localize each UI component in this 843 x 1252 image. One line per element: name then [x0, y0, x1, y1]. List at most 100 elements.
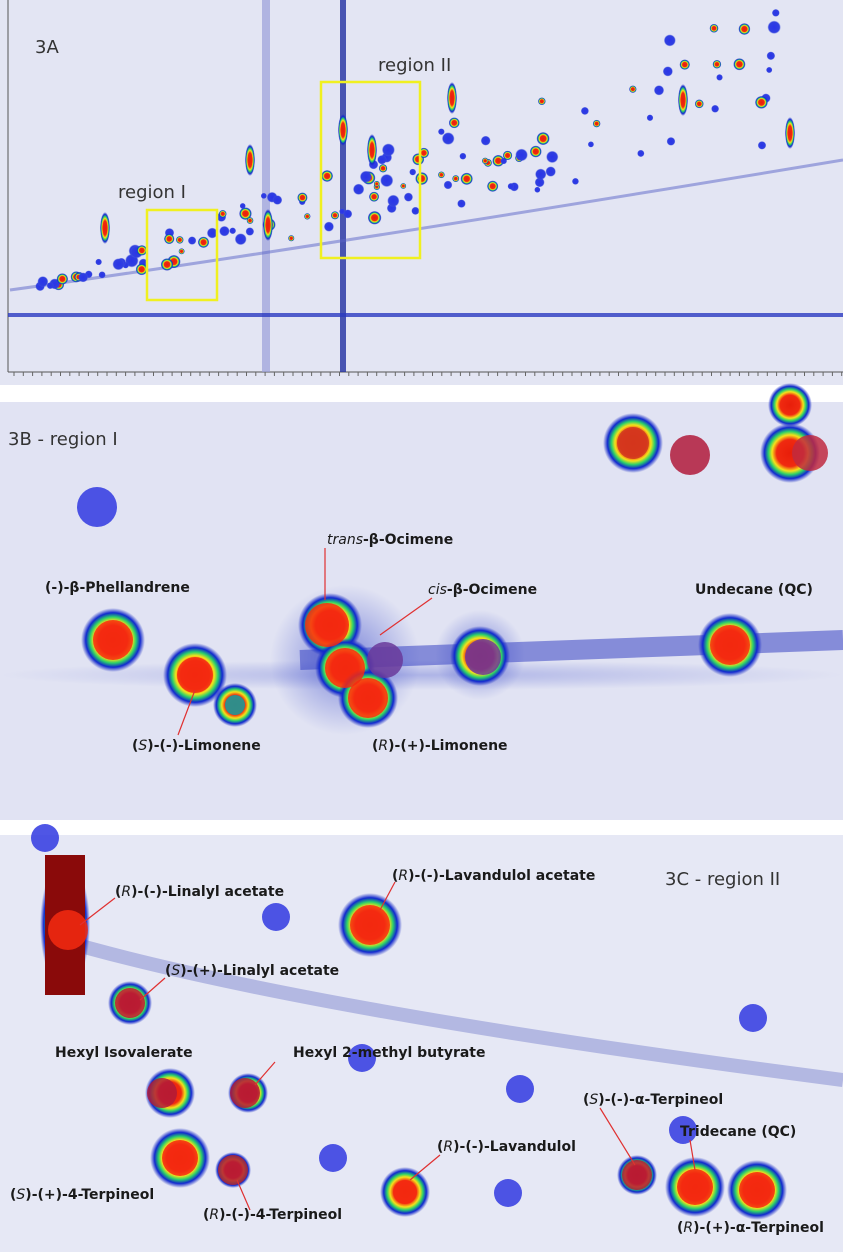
spot: [93, 620, 133, 660]
spot: [457, 199, 466, 208]
spot: [654, 85, 664, 95]
baseline: [8, 313, 843, 317]
spot: [240, 203, 246, 209]
compound-label: trans-β-Ocimene: [327, 532, 453, 548]
spot: [331, 211, 339, 219]
spot: [137, 245, 148, 256]
spot: [115, 988, 145, 1018]
label-part: )-(-)-4-Terpineol: [219, 1207, 342, 1223]
spot: [235, 233, 247, 245]
spot: [57, 273, 69, 285]
spot: [758, 141, 767, 150]
spot: [546, 151, 558, 163]
compound-label: Hexyl Isovalerate: [55, 1045, 193, 1061]
spot: [767, 51, 776, 60]
compound-label: (R)-(-)-4-Terpineol: [203, 1207, 342, 1223]
spot: [711, 105, 719, 113]
spot: [367, 134, 377, 166]
spot: [482, 157, 489, 164]
spot: [261, 193, 267, 199]
spot: [738, 23, 750, 35]
compound-label: (S)-(-)-α-Terpineol: [583, 1092, 723, 1108]
label-part: (-)-β-Phellandrene: [45, 580, 190, 596]
spot: [161, 258, 174, 271]
spot: [677, 1169, 713, 1205]
spot: [219, 226, 230, 237]
spot: [48, 910, 88, 950]
label-part: -β-Ocimene: [447, 582, 537, 598]
label-part: S: [138, 738, 147, 754]
spot: [772, 9, 780, 17]
spot: [733, 58, 745, 70]
label-part: R: [121, 884, 131, 900]
spot: [447, 82, 457, 114]
spot: [515, 149, 528, 162]
spot: [247, 217, 254, 224]
spot: [739, 1004, 767, 1032]
spot: [593, 120, 601, 128]
compound-label: (R)-(-)-Lavandulol acetate: [392, 868, 595, 884]
spot: [716, 74, 723, 81]
spot: [162, 1140, 198, 1176]
spot: [369, 192, 379, 202]
spot: [508, 183, 515, 190]
spot: [588, 141, 594, 147]
spot: [572, 178, 579, 185]
spot: [297, 192, 307, 202]
spot: [713, 60, 722, 69]
spot: [679, 59, 690, 70]
spot: [219, 210, 227, 218]
spot: [321, 170, 333, 182]
spot: [622, 1160, 652, 1190]
spot: [360, 171, 372, 183]
spot: [230, 1078, 260, 1108]
spot: [319, 1144, 347, 1172]
spot: [678, 84, 688, 116]
spot: [438, 128, 445, 135]
spot: [739, 1172, 775, 1208]
spot: [438, 171, 445, 178]
spot: [338, 114, 348, 146]
panel-label: 3B - region I: [8, 429, 118, 450]
compound-label: Tridecane (QC): [680, 1124, 796, 1140]
compound-label: cis-β-Ocimene: [428, 582, 537, 598]
panel-label: 3C - region II: [665, 869, 780, 890]
label-part: S: [16, 1187, 25, 1203]
spot: [176, 236, 184, 244]
spot: [452, 175, 459, 182]
spot: [225, 695, 245, 715]
label-part: R: [398, 868, 408, 884]
panel-label: 3A: [35, 37, 59, 58]
region-label: region II: [378, 55, 451, 76]
spot: [442, 132, 455, 145]
label-part: )-(-)-Linalyl acetate: [131, 884, 284, 900]
label-part: S: [171, 963, 180, 979]
compound-label: (R)-(-)-Lavandulol: [437, 1139, 576, 1155]
spot: [663, 66, 673, 76]
label-part: trans: [327, 532, 363, 548]
spot: [387, 195, 399, 207]
spot: [147, 1078, 177, 1108]
spot: [538, 97, 546, 105]
compound-label: (S)-(+)-Linalyl acetate: [165, 963, 339, 979]
spot: [766, 67, 772, 73]
spot: [449, 117, 460, 128]
spot: [411, 207, 419, 215]
label-part: R: [378, 738, 388, 754]
spot: [379, 164, 388, 173]
compound-label: (R)-(+)-α-Terpineol: [677, 1220, 824, 1236]
spot: [368, 211, 382, 225]
spot: [487, 180, 498, 191]
label-part: R: [443, 1139, 453, 1155]
spot: [350, 905, 390, 945]
compound-label: (R)-(+)-Limonene: [372, 738, 508, 754]
spot: [367, 642, 403, 678]
spot: [400, 183, 406, 189]
spot: [629, 85, 637, 93]
label-part: Tridecane (QC): [680, 1124, 796, 1140]
figure: 3A region I region II 3B - region I 3C -…: [0, 0, 843, 1252]
spot: [409, 169, 416, 176]
spot: [506, 1075, 534, 1103]
label-part: )-(+)-4-Terpineol: [25, 1187, 154, 1203]
spot: [245, 144, 255, 176]
